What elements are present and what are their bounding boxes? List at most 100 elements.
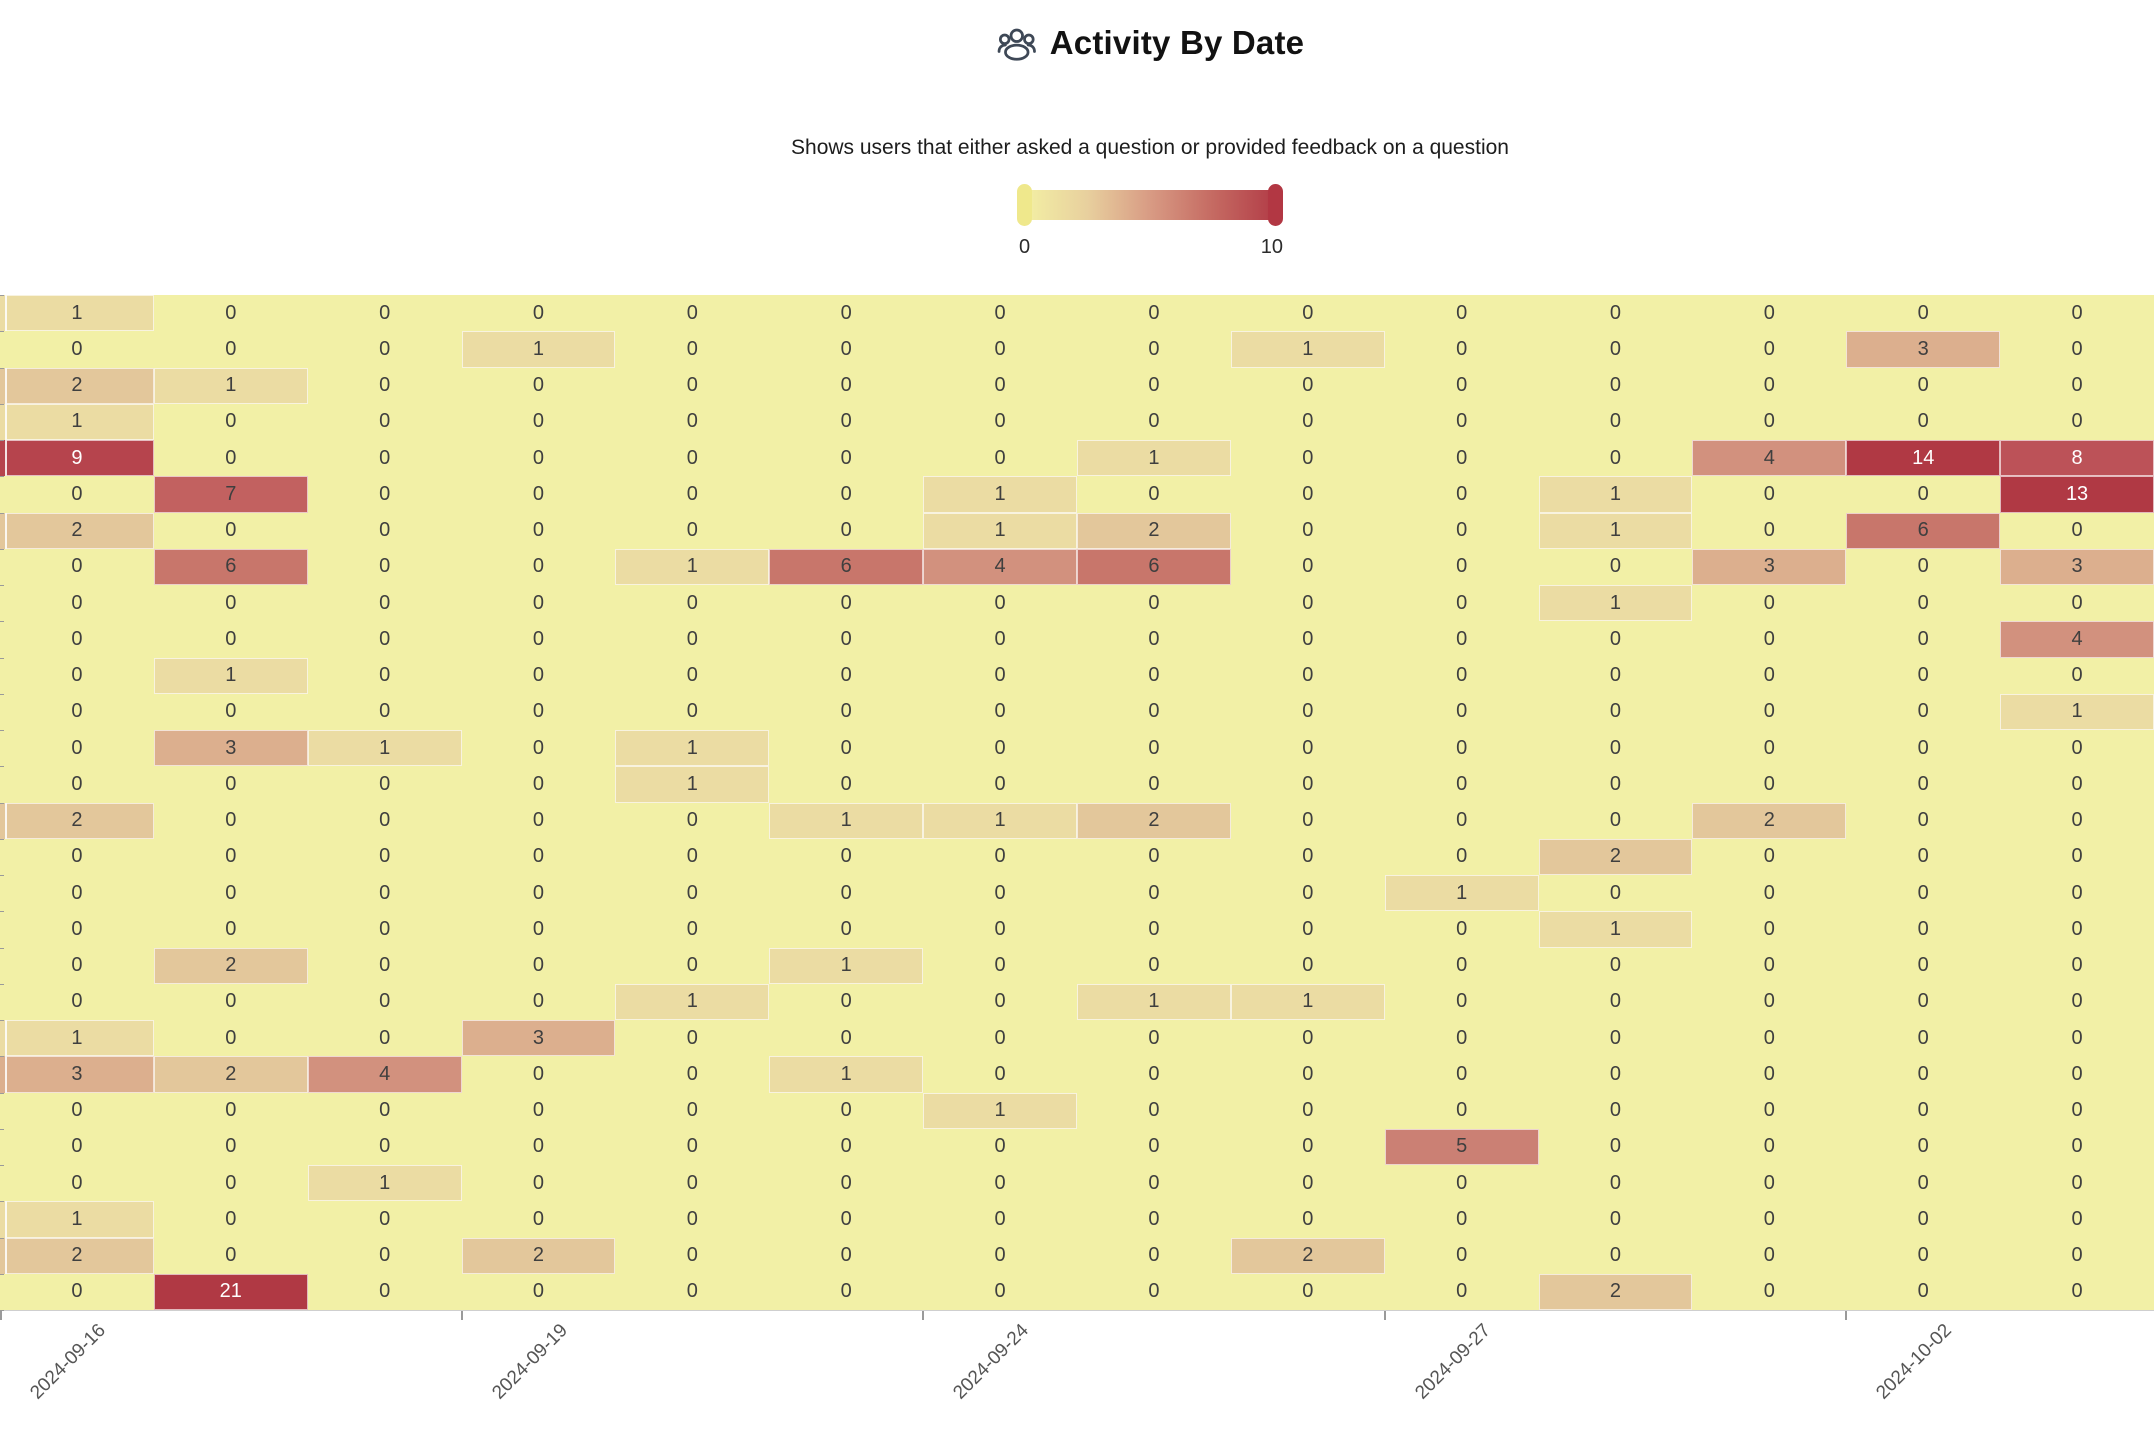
heatmap-cell[interactable]: 1 (1538, 585, 1693, 622)
heatmap-cell[interactable]: 0 (1385, 295, 1539, 331)
heatmap-cell[interactable]: 0 (1385, 948, 1539, 984)
heatmap-cell[interactable]: 0 (1385, 839, 1539, 875)
heatmap-cell[interactable]: 0 (154, 404, 308, 440)
heatmap-cell[interactable]: 1 (1538, 476, 1693, 513)
heatmap-cell[interactable]: 2 (1077, 802, 1231, 839)
heatmap-cell[interactable]: 0 (769, 1165, 923, 1201)
heatmap-cell[interactable]: 1 (923, 512, 1077, 549)
heatmap-cell[interactable]: 0 (0, 1129, 154, 1165)
heatmap-cell[interactable]: 0 (308, 911, 462, 947)
heatmap-cell[interactable]: 0 (1846, 1165, 2000, 1201)
heatmap-cell[interactable]: 0 (1385, 1201, 1539, 1237)
heatmap-cell[interactable]: 0 (1692, 1165, 1846, 1201)
heatmap-cell[interactable]: 0 (1077, 1020, 1231, 1056)
heatmap-cell[interactable]: 0 (154, 875, 308, 911)
heatmap-cell[interactable]: 0 (615, 1274, 769, 1310)
heatmap-cell[interactable]: 0 (1692, 1093, 1846, 1129)
heatmap-cell[interactable]: 1 (769, 802, 924, 839)
heatmap-cell[interactable]: 0 (2000, 295, 2154, 331)
heatmap-cell[interactable]: 0 (1077, 585, 1231, 621)
heatmap-cell[interactable]: 0 (1231, 440, 1385, 476)
heatmap-cell[interactable]: 0 (1385, 730, 1539, 766)
heatmap-cell[interactable]: 0 (923, 1165, 1077, 1201)
heatmap-cell[interactable]: 0 (1385, 1056, 1539, 1092)
heatmap-cell[interactable]: 14 (1846, 440, 2001, 477)
heatmap-cell[interactable]: 0 (2000, 585, 2154, 621)
heatmap-cell[interactable]: 0 (462, 1274, 616, 1310)
heatmap-cell[interactable]: 0 (1539, 766, 1693, 802)
heatmap-cell[interactable]: 0 (1692, 984, 1846, 1020)
heatmap-cell[interactable]: 0 (1231, 368, 1385, 404)
heatmap-cell[interactable]: 0 (308, 1129, 462, 1165)
heatmap-cell[interactable]: 0 (615, 476, 769, 512)
heatmap-cell[interactable]: 0 (923, 1056, 1077, 1092)
heatmap-cell[interactable]: 0 (462, 1165, 616, 1201)
heatmap-cell[interactable]: 0 (1385, 911, 1539, 947)
heatmap-cell[interactable]: 0 (154, 694, 308, 730)
heatmap-cell[interactable]: 1 (0, 1020, 154, 1057)
heatmap-cell[interactable]: 0 (1846, 1129, 2000, 1165)
heatmap-cell[interactable]: 0 (615, 1020, 769, 1056)
heatmap-cell[interactable]: 0 (1846, 658, 2000, 694)
heatmap-cell[interactable]: 0 (1231, 911, 1385, 947)
heatmap-cell[interactable]: 0 (769, 1238, 923, 1274)
heatmap-cell[interactable]: 1 (1384, 875, 1539, 912)
heatmap-cell[interactable]: 0 (1846, 1201, 2000, 1237)
heatmap-cell[interactable]: 7 (153, 476, 308, 513)
heatmap-cell[interactable]: 0 (1846, 1093, 2000, 1129)
heatmap-cell[interactable]: 0 (1539, 1093, 1693, 1129)
heatmap-cell[interactable]: 0 (615, 440, 769, 476)
heatmap-cell[interactable]: 0 (1692, 911, 1846, 947)
heatmap-cell[interactable]: 0 (2000, 331, 2154, 367)
heatmap-cell[interactable]: 0 (2000, 984, 2154, 1020)
heatmap-cell[interactable]: 0 (1231, 694, 1385, 730)
heatmap-cell[interactable]: 0 (1077, 295, 1231, 331)
heatmap-cell[interactable]: 0 (462, 911, 616, 947)
heatmap-cell[interactable]: 0 (923, 730, 1077, 766)
heatmap-cell[interactable]: 0 (615, 1165, 769, 1201)
heatmap-cell[interactable]: 0 (2000, 766, 2154, 802)
heatmap-cell[interactable]: 0 (923, 404, 1077, 440)
heatmap-cell[interactable]: 0 (308, 948, 462, 984)
heatmap-cell[interactable]: 0 (615, 875, 769, 911)
heatmap-cell[interactable]: 0 (1385, 440, 1539, 476)
heatmap-cell[interactable]: 0 (0, 694, 154, 730)
heatmap-cell[interactable]: 0 (923, 1238, 1077, 1274)
heatmap-cell[interactable]: 0 (1539, 1201, 1693, 1237)
heatmap-cell[interactable]: 0 (462, 803, 616, 839)
heatmap-cell[interactable]: 0 (154, 1165, 308, 1201)
heatmap-cell[interactable]: 0 (2000, 404, 2154, 440)
heatmap-cell[interactable]: 0 (308, 803, 462, 839)
heatmap-cell[interactable]: 0 (154, 766, 308, 802)
heatmap-cell[interactable]: 0 (1846, 404, 2000, 440)
heatmap-cell[interactable]: 0 (1692, 1201, 1846, 1237)
heatmap-cell[interactable]: 4 (923, 548, 1077, 585)
heatmap-cell[interactable]: 1 (923, 802, 1077, 839)
heatmap-cell[interactable]: 0 (1077, 1165, 1231, 1201)
heatmap-cell[interactable]: 0 (1231, 948, 1385, 984)
heatmap-cell[interactable]: 0 (1846, 730, 2000, 766)
heatmap-cell[interactable]: 0 (0, 1165, 154, 1201)
heatmap-cell[interactable]: 1 (615, 983, 770, 1020)
heatmap-cell[interactable]: 0 (2000, 1056, 2154, 1092)
heatmap-cell[interactable]: 0 (0, 875, 154, 911)
heatmap-cell[interactable]: 0 (1077, 1201, 1231, 1237)
heatmap-cell[interactable]: 0 (923, 1129, 1077, 1165)
heatmap-cell[interactable]: 0 (308, 766, 462, 802)
heatmap-cell[interactable]: 0 (1692, 621, 1846, 657)
heatmap-cell[interactable]: 0 (0, 585, 154, 621)
heatmap-cell[interactable]: 0 (1846, 1020, 2000, 1056)
heatmap-cell[interactable]: 4 (307, 1056, 462, 1093)
heatmap-cell[interactable]: 0 (1385, 658, 1539, 694)
heatmap-cell[interactable]: 0 (615, 404, 769, 440)
heatmap-cell[interactable]: 3 (0, 1056, 154, 1093)
heatmap-cell[interactable]: 0 (1692, 1020, 1846, 1056)
heatmap-cell[interactable]: 0 (1077, 1093, 1231, 1129)
heatmap-cell[interactable]: 0 (308, 658, 462, 694)
heatmap-cell[interactable]: 0 (462, 1201, 616, 1237)
heatmap-cell[interactable]: 0 (1539, 1056, 1693, 1092)
heatmap-cell[interactable]: 0 (923, 875, 1077, 911)
heatmap-cell[interactable]: 0 (769, 621, 923, 657)
heatmap-cell[interactable]: 0 (308, 440, 462, 476)
heatmap-cell[interactable]: 0 (769, 476, 923, 512)
